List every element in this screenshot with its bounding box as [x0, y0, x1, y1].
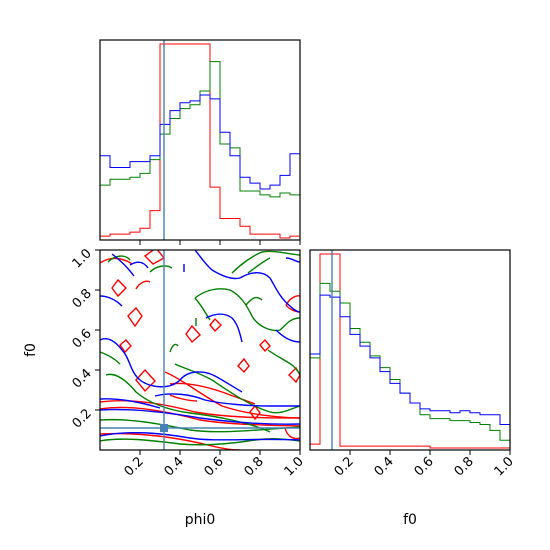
contour-frame: [99, 249, 301, 451]
phi0-tick-label: 0.4: [162, 454, 187, 479]
contour-green-line: [105, 373, 271, 433]
contour-blue-line: [111, 253, 135, 277]
histogram-series-red: [310, 253, 510, 450]
contour-red-line: [127, 306, 143, 328]
f0-hist-tick-label: 0.6: [412, 454, 437, 479]
contour-red-line: [288, 366, 300, 384]
contour-blue-line: [100, 398, 161, 409]
contour-red-line: [135, 368, 156, 393]
contour-green-line: [194, 288, 300, 332]
contour-red-line: [100, 257, 133, 265]
phi0-tick-label: 0.6: [202, 454, 227, 479]
f0-tick-label: 0.2: [70, 406, 95, 431]
f0-histogram-frame: [309, 249, 511, 451]
contour-blue-line: [100, 408, 300, 425]
contour-green-line: [231, 250, 300, 274]
contour-green-line: [100, 351, 121, 365]
f0-axis-label: f0: [23, 343, 39, 357]
contour-green-line: [267, 349, 300, 375]
f0-tick-label: 0.4: [70, 366, 95, 391]
contour-red-line: [111, 278, 127, 298]
contour-red-line: [100, 406, 300, 427]
contour-green-line: [174, 363, 300, 414]
contour-red-line: [135, 280, 151, 290]
contour-green-line: [107, 255, 131, 263]
contour-red-line: [100, 432, 241, 450]
contour-green-line: [194, 297, 211, 321]
f0-tick-label: 1.0: [70, 246, 95, 271]
contour-series-green: [100, 250, 300, 446]
contour-red-line: [284, 427, 300, 440]
contour-red-line: [119, 339, 132, 354]
contour-red-line: [237, 357, 250, 374]
f0-hist-tick-label: 0.4: [372, 454, 397, 479]
f0-tick-label: 0.6: [70, 326, 95, 351]
f0-tick-label: 0.8: [70, 286, 95, 311]
f0-hist-tick-label: 1.0: [492, 454, 517, 479]
contour-red-line: [169, 394, 198, 402]
phi0-axis-label: phi0: [185, 512, 216, 528]
contour-blue-line: [285, 257, 300, 263]
contour-blue-line: [154, 393, 300, 407]
f0-hist-tick-label: 0.8: [452, 454, 477, 479]
contour-red-line: [209, 317, 222, 333]
contour-blue-line: [194, 250, 241, 280]
phi0-f0-contour-panel: 0.2 0.4 0.6 0.8 1.0 0.2 0.4 0.6 0.8 1.0 phi0 f0: [23, 246, 307, 528]
contour-blue-line: [100, 431, 300, 441]
contour-blue-line: [275, 329, 300, 343]
phi0-tick-label: 0.8: [242, 454, 267, 479]
phi0-histogram-frame: [99, 39, 301, 241]
histogram-series-green: [100, 61, 300, 240]
contour-blue-line: [100, 338, 181, 388]
f0-hist-tick-label: 0.2: [332, 454, 357, 479]
contour-blue-line: [205, 313, 243, 343]
contour-green-line: [247, 257, 271, 274]
f0-histogram-panel: 0.2 0.4 0.6 0.8 1.0 f0: [309, 249, 517, 528]
histogram-series-red: [100, 43, 300, 240]
contour-blue-line: [129, 261, 149, 269]
contour-blue-line: [179, 371, 243, 393]
histogram-series-blue: [310, 294, 510, 450]
contour-red-line: [249, 404, 261, 421]
contour-blue-line: [100, 295, 123, 307]
contour-green-line: [149, 265, 173, 273]
phi0-histogram-panel: [99, 39, 301, 245]
histogram-series-blue: [100, 94, 300, 240]
phi0-tick-label: 1.0: [282, 454, 307, 479]
contour-series-blue: [100, 250, 300, 441]
contour-red-line: [185, 324, 201, 344]
truth-marker: [160, 424, 168, 432]
contour-green-line: [169, 343, 179, 353]
contour-blue-line: [239, 272, 300, 313]
phi0-tick-label: 0.2: [122, 454, 147, 479]
contour-green-line: [245, 296, 263, 306]
contour-red-line: [169, 382, 256, 405]
f0-axis-label-bottom: f0: [403, 512, 417, 528]
contour-red-line: [259, 338, 271, 353]
